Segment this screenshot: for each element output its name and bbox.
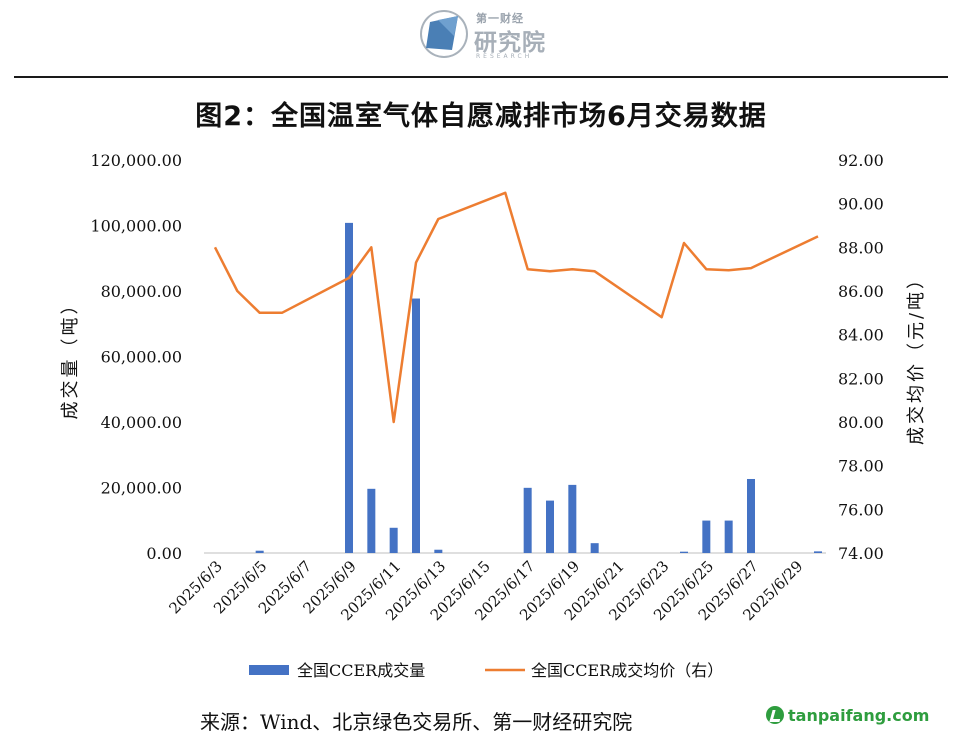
y-left-tick-label: 80,000.00 bbox=[101, 282, 182, 301]
y-right-tick-label: 90.00 bbox=[838, 195, 884, 214]
volume-bar bbox=[345, 222, 353, 553]
y-right-tick-label: 80.00 bbox=[838, 413, 884, 432]
y-right-tick-label: 84.00 bbox=[838, 326, 884, 345]
logo: 第一财经 研究院 RESEARCH bbox=[418, 4, 558, 66]
y-left-tick-label: 0.00 bbox=[146, 544, 182, 563]
y-right-tick-label: 92.00 bbox=[838, 151, 884, 170]
watermark-text: tanpaifang.com bbox=[788, 706, 930, 725]
volume-bar bbox=[412, 298, 420, 553]
y-right-tick-label: 76.00 bbox=[838, 500, 884, 519]
y-left-tick-label: 60,000.00 bbox=[101, 348, 182, 367]
chart: 120,000.00 100,000.00 80,000.00 60,000.00 40… bbox=[60, 151, 927, 680]
logo-main-text: 研究院 bbox=[474, 30, 546, 56]
volume-bar bbox=[568, 484, 577, 553]
watermark: tanpaifang.com bbox=[766, 706, 929, 725]
logo-top-text: 第一财经 bbox=[476, 12, 524, 25]
y-left-tick-label: 120,000.00 bbox=[90, 151, 182, 170]
y-left-tick-label: 40,000.00 bbox=[101, 413, 182, 432]
source-note: 来源：Wind、北京绿色交易所、第一财经研究院 bbox=[200, 710, 633, 734]
y-right-axis-title: 成交均价（元/吨） bbox=[906, 268, 927, 445]
y-right-tick-label: 78.00 bbox=[838, 457, 884, 476]
legend-price-label: 全国CCER成交均价（右） bbox=[531, 661, 723, 680]
y-left-tick-label: 100,000.00 bbox=[90, 217, 182, 236]
watermark-leaf-icon bbox=[766, 706, 784, 724]
volume-bar bbox=[702, 520, 711, 553]
y-right-tick-label: 74.00 bbox=[838, 544, 884, 563]
volume-bar bbox=[255, 550, 264, 553]
logo-emblem-icon bbox=[420, 10, 468, 58]
volume-bar bbox=[814, 551, 822, 553]
y-right-tick-label: 86.00 bbox=[838, 282, 884, 301]
volume-bar bbox=[680, 551, 688, 553]
y-right-tick-label: 82.00 bbox=[838, 369, 884, 388]
price-line bbox=[213, 191, 819, 424]
volume-bar bbox=[724, 520, 733, 553]
volume-bar bbox=[367, 488, 376, 553]
logo-sub-text: RESEARCH bbox=[476, 53, 533, 60]
y-left-axis-title: 成交量（吨） bbox=[60, 294, 81, 420]
y-right-tick-label: 88.00 bbox=[838, 238, 884, 257]
chart-title: 图2：全国温室气体自愿减排市场6月交易数据 bbox=[195, 101, 767, 132]
header: 第一财经 研究院 RESEARCH bbox=[0, 0, 962, 80]
y-left-tick-label: 20,000.00 bbox=[101, 479, 182, 498]
volume-bar bbox=[389, 527, 398, 553]
volume-bar bbox=[434, 549, 443, 553]
legend-volume-swatch bbox=[249, 665, 289, 675]
volume-bar bbox=[523, 487, 532, 553]
legend-volume-label: 全国CCER成交量 bbox=[297, 661, 425, 680]
volume-bar bbox=[747, 478, 755, 553]
volume-bar bbox=[546, 500, 554, 553]
header-rule bbox=[14, 76, 948, 78]
volume-bar bbox=[590, 543, 599, 553]
